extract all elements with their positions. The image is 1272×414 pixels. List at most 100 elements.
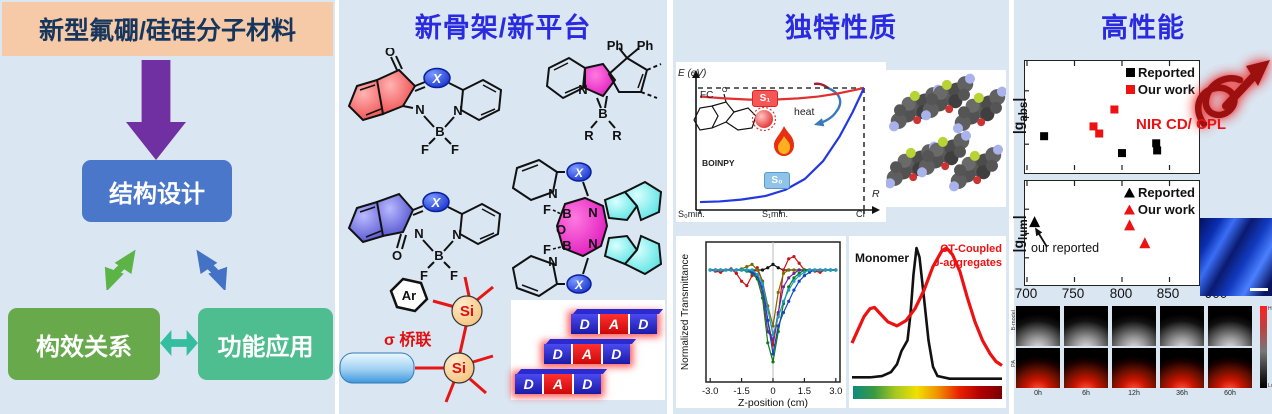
left-right-arrow-icon	[160, 330, 198, 356]
pa-image	[1016, 348, 1060, 388]
atom-n: N	[415, 102, 424, 117]
glum-scatter-plot: Reported Our work our reported	[1024, 180, 1200, 286]
bmode-image	[1064, 306, 1108, 346]
svg-text:Normalized Transmittance: Normalized Transmittance	[680, 253, 691, 370]
atom-n: N	[453, 103, 462, 118]
bmode-image	[1208, 306, 1252, 346]
annotation-arrow-icon	[1035, 227, 1048, 248]
blue-double-arrow-icon	[196, 249, 228, 290]
atom-f: F	[450, 268, 458, 283]
gabs-axis-label: |gabs|	[1010, 97, 1030, 135]
colorbar-high-label: High	[1268, 306, 1272, 312]
energy-diagram: O E (eV) FC S₁ S₀ heat R S₀min. S₁min. C…	[676, 62, 886, 222]
donor-block: D	[573, 374, 601, 394]
legend-reported: Reported	[1123, 185, 1195, 200]
bmode-row-label: B-model	[1011, 310, 1017, 331]
timepoint-label: 36h	[1176, 390, 1188, 397]
pa-image-row	[1016, 348, 1252, 388]
atom-o: O	[556, 222, 566, 237]
s0min-tick: S₀min.	[678, 209, 705, 219]
legend-our-work: Our work	[1123, 202, 1195, 217]
green-double-arrow-icon	[104, 249, 136, 290]
svg-text:-3.0: -3.0	[702, 386, 718, 397]
donor-block: D	[602, 344, 630, 364]
svg-text:J-aggregates: J-aggregates	[934, 257, 1002, 269]
atom-o: O	[385, 48, 395, 59]
timepoint-label: 12h	[1128, 390, 1140, 397]
atom-n: N	[588, 236, 597, 251]
s1-badge: S₁	[752, 90, 778, 107]
pa-colorbar	[1260, 306, 1267, 388]
structure-ph-boron-complex: Ph Ph N B R R	[545, 38, 662, 143]
atom-f: F	[421, 142, 429, 157]
pa-row-label: PA	[1011, 360, 1017, 367]
legend-reported: Reported	[1125, 65, 1195, 80]
donor-block: D	[571, 314, 599, 334]
cpl-microscopy-image	[1200, 218, 1272, 296]
panel-overview: 新型氟硼/硅硅分子材料 结构设计 构效关系 功能应用	[0, 0, 335, 414]
xtick-750: 750	[1061, 286, 1085, 301]
bmode-image	[1112, 306, 1156, 346]
svg-text:Monomer: Monomer	[855, 251, 909, 265]
svg-text:3.0: 3.0	[829, 386, 842, 397]
legend-marker-triangle	[1123, 204, 1135, 215]
atom-f: F	[451, 142, 459, 157]
dad-bar: D A D	[515, 374, 601, 394]
ci-tick: CI	[856, 209, 865, 219]
acceptor-block: A	[544, 374, 572, 394]
atom-n: N	[548, 186, 557, 201]
structure-dimer-complex: N N X X F B O B F N N	[511, 158, 663, 298]
atom-r: R	[612, 128, 622, 143]
structure-blue-boron-complex: O X N N B F F	[347, 191, 502, 283]
nir-spiral-arrow-icon	[1195, 60, 1270, 128]
structure-design-box: 结构设计	[82, 160, 232, 222]
energy-diagram-plot: O	[692, 70, 880, 214]
atom-si: Si	[460, 303, 474, 320]
colorbar-low-label: Low	[1268, 383, 1272, 389]
timepoint-labels: 0h 6h 12h 36h 60h	[1016, 390, 1252, 397]
atom-si: Si	[452, 360, 466, 377]
xtick-800: 800	[1109, 286, 1133, 301]
panel-unique-properties: 独特性质 O	[673, 0, 1015, 414]
dad-bar: D A D	[571, 314, 657, 334]
s1min-tick: S₁min.	[762, 209, 789, 219]
panel2-title: 新骨架/新平台	[414, 13, 592, 43]
atom-x: X	[432, 71, 443, 86]
legend-our-work: Our work	[1125, 82, 1195, 97]
crystal-packing-art	[877, 72, 1015, 193]
svg-text:1.5: 1.5	[798, 386, 811, 397]
donor-block: D	[515, 374, 543, 394]
nir-cd-cpl-label: NIR CD/ CPL	[1136, 116, 1226, 133]
atom-r: R	[584, 128, 594, 143]
panel-new-skeleton: 新骨架/新平台 O X N	[339, 0, 667, 414]
bmode-image	[1016, 306, 1060, 346]
atom-ph: Ph	[637, 38, 654, 53]
structure-red-boron-complex: O X N N B F F	[347, 48, 503, 157]
sigma-bridge-label: σ 桥联	[384, 330, 431, 349]
spectrum-colorbar	[853, 386, 1002, 399]
legend-marker-square	[1125, 68, 1135, 77]
pa-image	[1208, 348, 1252, 388]
dad-bar: D A D	[544, 344, 630, 364]
zscan-plot: -3.0 -1.5 0 1.5 3.0 Z-position (cm) Normalized…	[676, 236, 846, 409]
atom-o: O	[392, 248, 402, 263]
our-reported-annotation: our reported	[1031, 241, 1100, 255]
svg-text:0: 0	[770, 386, 775, 397]
acceptor-block: A	[600, 314, 628, 334]
legend-marker-triangle	[1123, 187, 1135, 198]
svg-text:Z-position (cm): Z-position (cm)	[738, 397, 808, 408]
atom-b: B	[435, 124, 444, 139]
atom-o: O	[722, 87, 728, 94]
atom-n: N	[578, 82, 587, 97]
application-box: 功能应用	[198, 308, 333, 380]
atom-n: N	[452, 227, 461, 242]
acceptor-block: A	[573, 344, 601, 364]
flame-icon	[774, 126, 794, 156]
gabs-scatter-plot: Reported Our work	[1024, 60, 1200, 174]
atom-f: F	[543, 202, 551, 217]
atom-f: F	[420, 268, 428, 283]
energy-xlabel: R	[872, 188, 880, 200]
panel4-title: 高性能	[1101, 13, 1185, 43]
glum-axis-label: |glum|	[1010, 215, 1030, 253]
